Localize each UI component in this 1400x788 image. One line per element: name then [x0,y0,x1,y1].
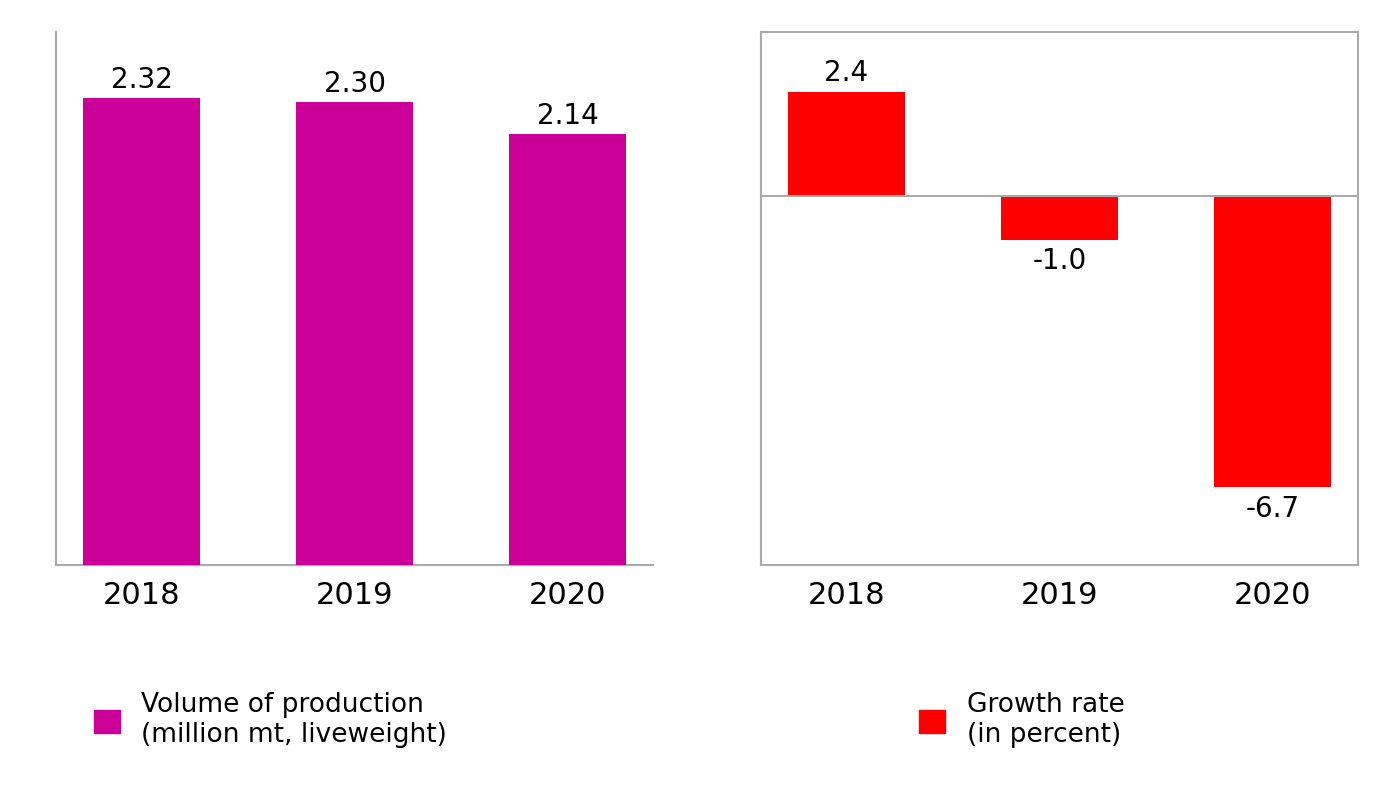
Bar [510,134,626,565]
Text: 2.4: 2.4 [825,59,868,87]
Text: -1.0: -1.0 [1032,247,1086,276]
Legend: Growth rate
(in percent): Growth rate (in percent) [909,682,1135,759]
Text: 2.32: 2.32 [111,66,172,94]
Bar [295,102,413,565]
Text: 2.14: 2.14 [536,102,598,130]
Bar [1214,196,1331,487]
Bar [788,92,904,196]
Text: -6.7: -6.7 [1245,495,1299,522]
Legend: Volume of production
(million mt, liveweight): Volume of production (million mt, livewe… [83,682,458,759]
Bar [83,98,200,565]
Bar [1001,196,1119,240]
Text: 2.30: 2.30 [323,70,385,98]
